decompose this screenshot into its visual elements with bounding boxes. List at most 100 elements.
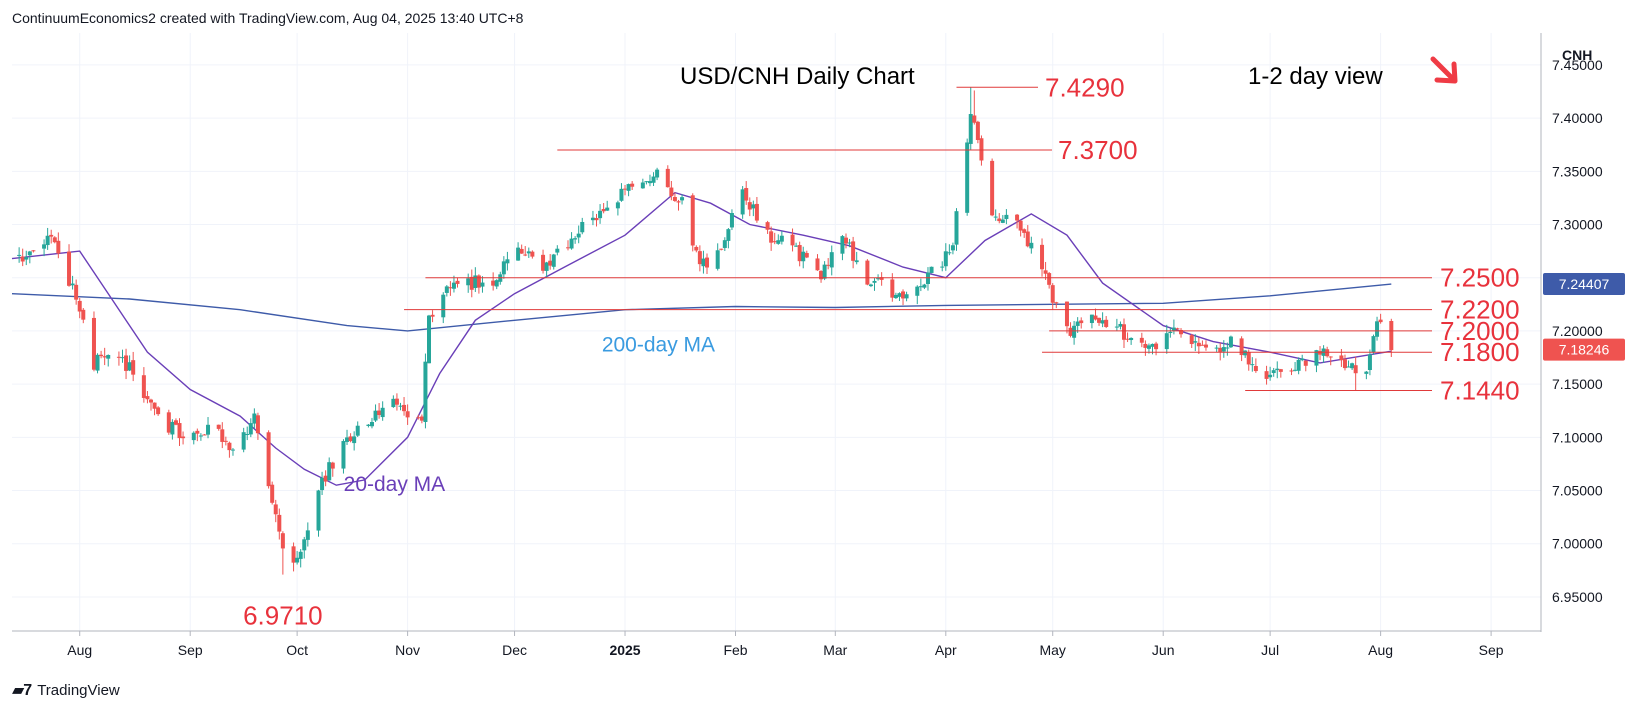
candle[interactable] — [605, 200, 610, 211]
brand-logo[interactable]: ▰7 TradingView — [12, 680, 120, 700]
candle[interactable] — [166, 409, 171, 435]
candle[interactable] — [1040, 238, 1045, 277]
candle[interactable] — [31, 250, 36, 253]
candle[interactable] — [81, 308, 86, 324]
candle[interactable] — [1225, 342, 1230, 356]
candle[interactable] — [366, 424, 371, 428]
candle[interactable] — [441, 292, 446, 324]
candle[interactable] — [794, 242, 799, 247]
candle[interactable] — [505, 251, 510, 271]
candle[interactable] — [705, 253, 709, 275]
candle[interactable] — [451, 275, 456, 293]
candle[interactable] — [815, 254, 820, 271]
candle[interactable] — [149, 398, 153, 411]
candle[interactable] — [580, 217, 585, 235]
candle[interactable] — [266, 430, 271, 489]
candle[interactable] — [1375, 316, 1380, 341]
candle[interactable] — [1218, 342, 1223, 361]
candle[interactable] — [1025, 225, 1030, 248]
candle[interactable] — [1064, 301, 1069, 334]
candle[interactable] — [776, 234, 781, 245]
candle[interactable] — [1200, 340, 1205, 346]
candle[interactable] — [601, 203, 606, 214]
candle[interactable] — [220, 422, 225, 449]
candle[interactable] — [241, 427, 246, 453]
candle[interactable] — [1175, 327, 1180, 330]
candle[interactable] — [972, 90, 977, 125]
candle[interactable] — [1168, 327, 1173, 338]
candle[interactable] — [49, 229, 54, 244]
candle[interactable] — [804, 250, 809, 259]
candle[interactable] — [1214, 345, 1219, 353]
candle[interactable] — [904, 291, 909, 302]
candle[interactable] — [127, 355, 132, 372]
candle[interactable] — [1289, 368, 1294, 376]
candle[interactable] — [829, 245, 834, 276]
candle[interactable] — [1328, 356, 1333, 366]
candle[interactable] — [1268, 366, 1273, 381]
candle[interactable] — [655, 167, 660, 181]
candle[interactable] — [1271, 367, 1276, 377]
candle[interactable] — [897, 292, 902, 301]
candle[interactable] — [573, 236, 578, 244]
candle[interactable] — [455, 277, 460, 288]
candle[interactable] — [651, 172, 656, 187]
candle[interactable] — [822, 261, 827, 281]
candle[interactable] — [70, 275, 75, 290]
candle[interactable] — [398, 402, 403, 411]
candle[interactable] — [968, 87, 973, 150]
candle[interactable] — [879, 272, 884, 286]
candle[interactable] — [690, 193, 695, 252]
candle[interactable] — [1250, 357, 1255, 372]
candle[interactable] — [191, 431, 196, 445]
candle[interactable] — [1164, 324, 1169, 354]
candle[interactable] — [116, 351, 121, 366]
candle[interactable] — [369, 417, 374, 429]
candle[interactable] — [255, 412, 260, 440]
candle[interactable] — [1243, 350, 1248, 358]
candle[interactable] — [302, 536, 307, 559]
candle[interactable] — [1050, 283, 1055, 310]
candle[interactable] — [1079, 317, 1084, 329]
candle[interactable] — [847, 238, 852, 248]
candle[interactable] — [993, 209, 998, 221]
candle[interactable] — [819, 270, 824, 283]
candle[interactable] — [273, 499, 278, 523]
candle[interactable] — [305, 522, 310, 547]
candle[interactable] — [24, 250, 29, 266]
candle[interactable] — [1342, 354, 1347, 371]
candle[interactable] — [1029, 236, 1034, 254]
candle[interactable] — [177, 418, 182, 446]
candle[interactable] — [630, 181, 635, 190]
candle[interactable] — [17, 247, 22, 263]
candle[interactable] — [295, 551, 300, 565]
candle[interactable] — [99, 350, 104, 359]
candle[interactable] — [466, 273, 471, 293]
candle[interactable] — [1179, 328, 1184, 338]
candle[interactable] — [516, 242, 521, 261]
candle[interactable] — [868, 283, 873, 288]
candle[interactable] — [644, 181, 649, 185]
candle[interactable] — [940, 261, 945, 272]
candle[interactable] — [1314, 349, 1319, 373]
candle[interactable] — [1221, 340, 1226, 358]
candle[interactable] — [519, 244, 524, 254]
candle[interactable] — [341, 439, 346, 474]
candle[interactable] — [1303, 360, 1308, 372]
candle[interactable] — [779, 231, 784, 245]
candle[interactable] — [769, 226, 774, 251]
candle[interactable] — [102, 347, 107, 366]
candle[interactable] — [1125, 332, 1130, 343]
candle[interactable] — [345, 429, 350, 445]
candle[interactable] — [1104, 316, 1109, 329]
candle[interactable] — [1321, 345, 1326, 363]
candle[interactable] — [566, 240, 570, 251]
candle[interactable] — [729, 209, 734, 231]
candle[interactable] — [1275, 361, 1280, 379]
candle[interactable] — [1296, 357, 1301, 375]
candle[interactable] — [156, 406, 161, 416]
candle[interactable] — [394, 393, 399, 411]
candle[interactable] — [797, 241, 802, 267]
candle[interactable] — [1143, 340, 1148, 356]
candle[interactable] — [530, 250, 535, 259]
